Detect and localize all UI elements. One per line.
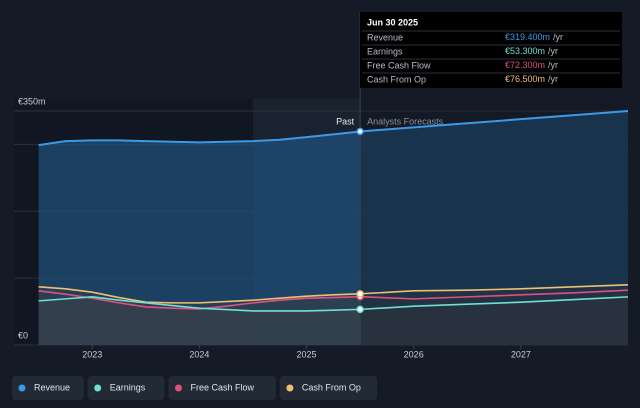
tooltip-unit: /yr — [553, 32, 563, 42]
tooltip-unit: /yr — [548, 60, 558, 70]
series-line — [38, 296, 629, 312]
tooltip-value: €76.500m/yr — [505, 74, 558, 84]
legend-button[interactable] — [168, 376, 276, 400]
x-tick-label: 2025 — [297, 349, 317, 359]
tooltip-name: Cash From Op — [367, 74, 426, 84]
legend-label[interactable]: Revenue — [34, 382, 70, 392]
legend-item[interactable]: Cash From Op — [279, 376, 378, 400]
tooltip-title: Jun 30 2025 — [367, 17, 418, 27]
tooltip-value-text: €76.500m — [505, 74, 545, 84]
series-line — [38, 289, 629, 310]
series-area — [38, 111, 628, 345]
forecast-overlay — [360, 99, 628, 345]
x-tick-label: 2027 — [511, 349, 531, 359]
y-tick-label: €0 — [18, 330, 28, 340]
tooltip-name: Free Cash Flow — [367, 60, 431, 70]
x-tick-label: 2023 — [82, 349, 102, 359]
tooltip-name: Revenue — [367, 32, 403, 42]
legend-item[interactable]: Free Cash Flow — [168, 376, 276, 400]
tooltip-value-text: €72.300m — [505, 60, 545, 70]
series-line — [38, 284, 629, 304]
tooltip-unit: /yr — [548, 46, 558, 56]
tooltip-value: €53.300m/yr — [505, 46, 558, 56]
legend-button[interactable] — [87, 376, 165, 400]
tooltip-value-text: €53.300m — [505, 46, 545, 56]
tooltip: Jun 30 2025 Revenue €319.400m/yr Earnings €5… — [360, 12, 622, 88]
legend-swatch[interactable] — [94, 384, 102, 392]
legend-item[interactable]: Earnings — [87, 376, 165, 400]
x-tick-label: 2024 — [189, 349, 209, 359]
tooltip-unit: /yr — [548, 74, 558, 84]
x-tick-label: 2026 — [404, 349, 424, 359]
tooltip-value-text: €319.400m — [505, 32, 550, 42]
legend-label[interactable]: Cash From Op — [302, 382, 361, 392]
legend-button[interactable] — [12, 376, 84, 400]
point-marker — [356, 290, 364, 298]
y-tick-label: €350m — [18, 96, 46, 106]
forecast-label: Analysts Forecasts — [367, 116, 444, 126]
point-marker — [356, 305, 364, 314]
legend-swatch[interactable] — [286, 384, 294, 392]
legend-item[interactable]: Revenue — [12, 376, 84, 400]
point-marker — [356, 127, 364, 136]
legend-label[interactable]: Earnings — [110, 382, 146, 392]
tooltip-name: Earnings — [367, 46, 403, 56]
tooltip-value: €72.300m/yr — [505, 60, 558, 70]
series-line — [38, 110, 629, 147]
past-label: Past — [336, 116, 355, 126]
legend-swatch[interactable] — [175, 384, 182, 392]
legend-label[interactable]: Free Cash Flow — [191, 382, 255, 392]
tooltip-box — [360, 12, 622, 88]
legend-button[interactable] — [279, 376, 378, 400]
tooltip-value: €319.400m/yr — [505, 32, 563, 42]
legend-swatch[interactable] — [18, 384, 26, 392]
